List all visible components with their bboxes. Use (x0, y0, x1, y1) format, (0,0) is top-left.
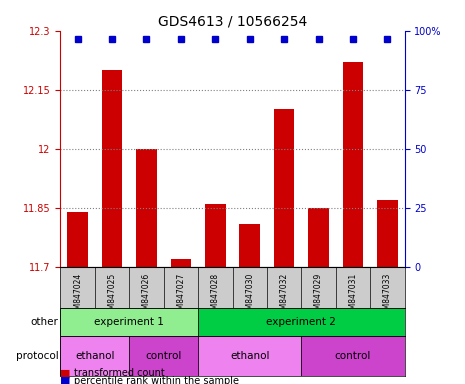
Text: GSM847031: GSM847031 (348, 273, 358, 319)
Bar (129, 336, 198, 376)
Text: control: control (335, 351, 371, 361)
Text: ■: ■ (60, 368, 71, 378)
Text: GSM847033: GSM847033 (383, 273, 392, 319)
Text: transformed count: transformed count (74, 368, 165, 378)
Text: control: control (146, 351, 182, 361)
Bar (60, 308, 198, 336)
Text: GSM847026: GSM847026 (142, 273, 151, 319)
Bar (198, 336, 301, 376)
Bar (343, 62, 363, 267)
Text: GSM847025: GSM847025 (107, 273, 117, 319)
Text: percentile rank within the sample: percentile rank within the sample (74, 376, 239, 384)
Text: GSM847032: GSM847032 (279, 273, 289, 319)
Text: GSM847028: GSM847028 (211, 273, 220, 319)
Text: ethanol: ethanol (230, 351, 269, 361)
Bar (308, 208, 329, 267)
Text: experiment 1: experiment 1 (94, 317, 164, 327)
Bar (205, 204, 226, 267)
Text: ethanol: ethanol (75, 351, 114, 361)
Text: other: other (31, 317, 59, 327)
Bar (67, 212, 88, 267)
Bar (171, 259, 191, 267)
Bar (274, 109, 294, 267)
Text: GSM847029: GSM847029 (314, 273, 323, 319)
Text: GSM847024: GSM847024 (73, 273, 82, 319)
Bar (377, 200, 398, 267)
Text: GSM847027: GSM847027 (176, 273, 186, 319)
Text: experiment 2: experiment 2 (266, 317, 336, 327)
Bar (136, 149, 157, 267)
Title: GDS4613 / 10566254: GDS4613 / 10566254 (158, 14, 307, 28)
Bar (301, 336, 405, 376)
Bar (198, 308, 405, 336)
Bar (239, 224, 260, 267)
Bar (102, 70, 122, 267)
Bar (60, 336, 129, 376)
Text: protocol: protocol (16, 351, 59, 361)
Text: ■: ■ (60, 376, 71, 384)
Text: GSM847030: GSM847030 (245, 273, 254, 319)
